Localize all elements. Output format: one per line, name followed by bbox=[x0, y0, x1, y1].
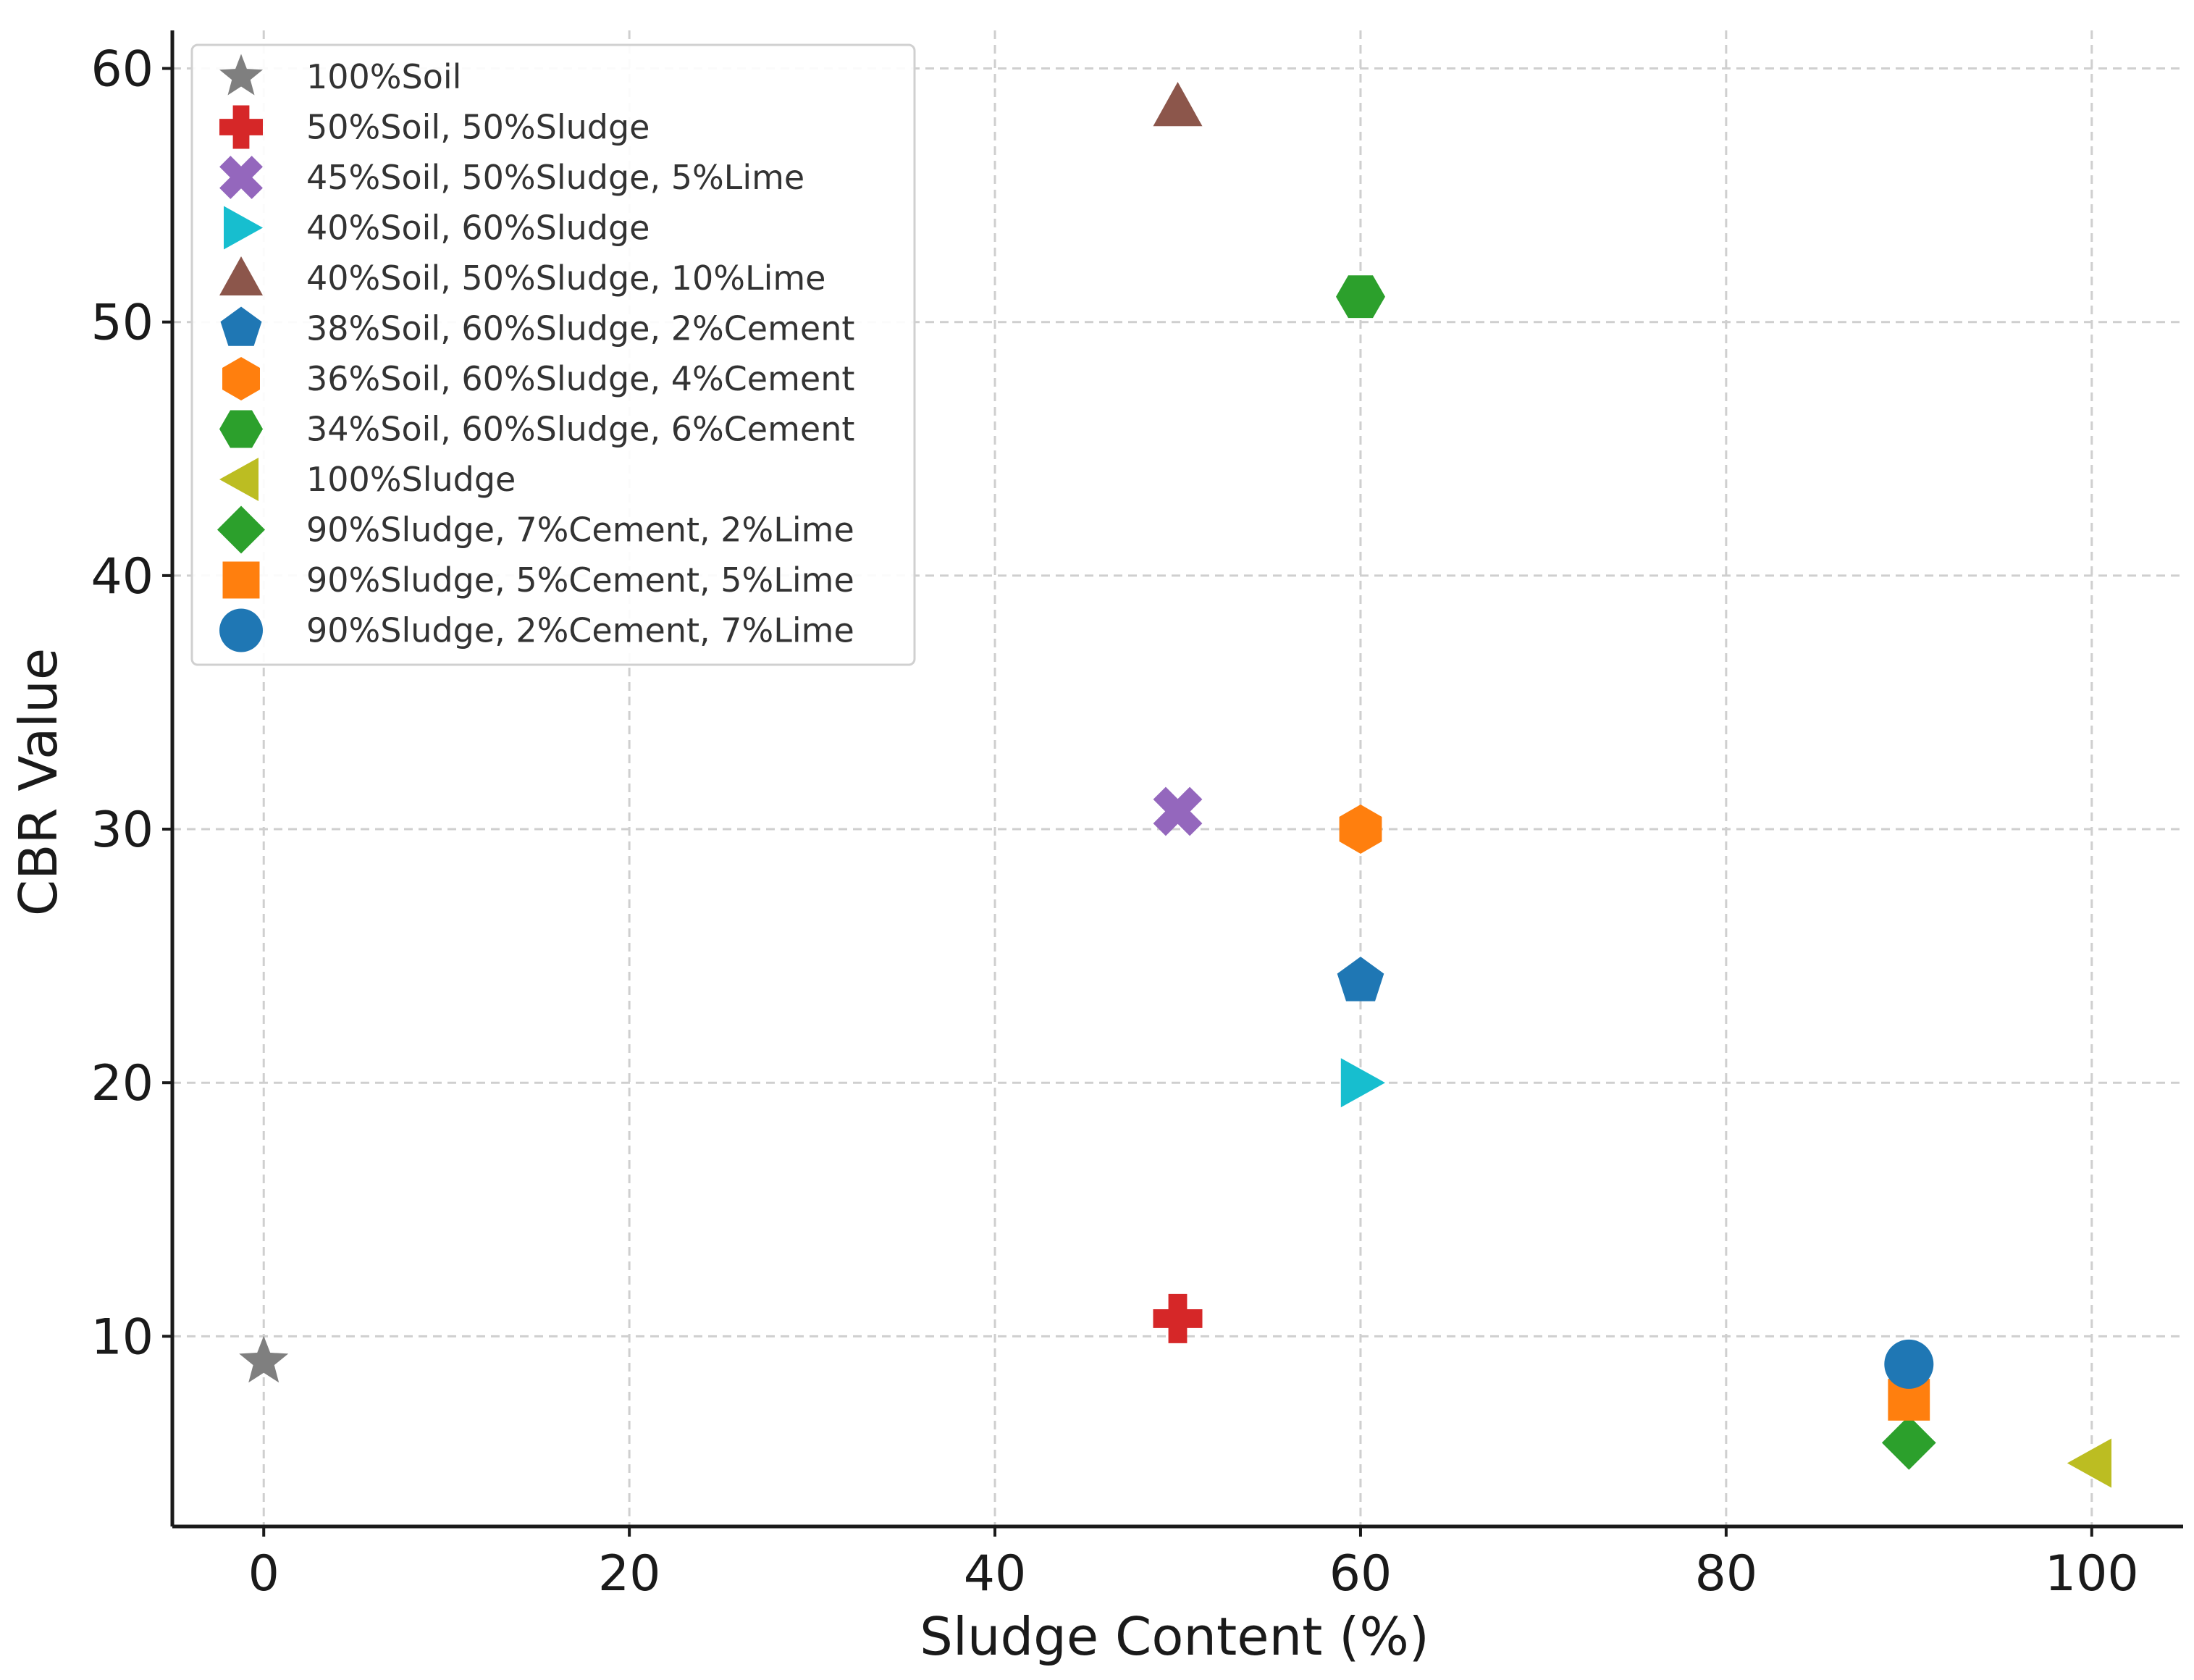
y-axis-label: CBR Value bbox=[8, 648, 69, 916]
legend: 100%Soil 50%Soil, 50%Sludge 45%Soil, 50%Sl… bbox=[190, 43, 916, 666]
point-45-soil-50-sludge-5-lime bbox=[1153, 786, 1203, 836]
legend-label: 38%Soil, 60%Sludge, 2%Cement bbox=[306, 309, 854, 348]
point-90-sludge-7-cement-2-lime bbox=[1881, 1416, 1936, 1470]
x-axis-label: Sludge Content (%) bbox=[920, 1606, 1429, 1667]
data-markers bbox=[239, 82, 2111, 1488]
legend-marker-36-soil-60-sludge-4-cement bbox=[222, 357, 260, 400]
x-tick-label: 100 bbox=[2045, 1545, 2139, 1603]
legend-label: 40%Soil, 50%Sludge, 10%Lime bbox=[306, 259, 825, 298]
point-100-sludge bbox=[2067, 1438, 2111, 1488]
point-90-sludge-2-cement-7-lime bbox=[1884, 1339, 1934, 1389]
legend-item: 90%Sludge, 2%Cement, 7%Lime bbox=[219, 608, 854, 652]
x-tick-label: 20 bbox=[598, 1545, 661, 1603]
legend-label: 36%Soil, 60%Sludge, 4%Cement bbox=[306, 359, 854, 398]
y-tick-label: 50 bbox=[91, 295, 154, 352]
legend-label: 50%Soil, 50%Sludge bbox=[306, 108, 650, 147]
y-tick-label: 60 bbox=[91, 41, 154, 98]
legend-item: 40%Soil, 60%Sludge bbox=[224, 206, 650, 250]
legend-label: 45%Soil, 50%Sludge, 5%Lime bbox=[306, 158, 804, 197]
legend-item: 45%Soil, 50%Sludge, 5%Lime bbox=[219, 156, 804, 199]
legend-item: 40%Soil, 50%Sludge, 10%Lime bbox=[219, 256, 825, 298]
legend-item: 50%Soil, 50%Sludge bbox=[219, 105, 650, 149]
legend-item: 90%Sludge, 7%Cement, 2%Lime bbox=[217, 505, 854, 554]
legend-marker-100-sludge bbox=[219, 458, 259, 501]
legend-marker-90-sludge-7-cement-2-lime bbox=[217, 505, 265, 554]
legend-marker-38-soil-60-sludge-2-cement bbox=[220, 306, 262, 346]
legend-item: 100%Soil bbox=[219, 54, 461, 96]
point-38-soil-60-sludge-2-cement bbox=[1337, 957, 1384, 1001]
legend-marker-40-soil-50-sludge-10-lime bbox=[219, 256, 263, 295]
legend-label: 40%Soil, 60%Sludge bbox=[306, 209, 650, 248]
legend-marker-90-sludge-2-cement-7-lime bbox=[219, 608, 263, 652]
legend-item: 34%Soil, 60%Sludge, 6%Cement bbox=[219, 410, 854, 449]
legend-frame bbox=[190, 43, 916, 666]
point-34-soil-60-sludge-6-cement bbox=[1336, 275, 1385, 319]
legend-marker-90-sludge-5-cement-5-lime bbox=[222, 561, 260, 599]
legend-marker-45-soil-50-sludge-5-lime bbox=[219, 156, 263, 199]
point-100-soil bbox=[239, 1335, 289, 1383]
legend-item: 100%Sludge bbox=[219, 458, 516, 501]
legend-marker-40-soil-60-sludge bbox=[224, 206, 263, 250]
axes-layer: 0 20 40 60 80 100 10 20 30 40 50 60 bbox=[91, 30, 2183, 1603]
x-tick-label: 80 bbox=[1695, 1545, 1758, 1603]
legend-marker-34-soil-60-sludge-6-cement bbox=[219, 410, 263, 448]
legend-marker-100-soil bbox=[219, 54, 263, 96]
legend-label: 90%Sludge, 2%Cement, 7%Lime bbox=[306, 611, 854, 650]
y-tick-label: 30 bbox=[91, 802, 154, 859]
legend-label: 100%Sludge bbox=[306, 460, 516, 499]
legend-label: 90%Sludge, 5%Cement, 5%Lime bbox=[306, 560, 854, 600]
legend-item: 38%Soil, 60%Sludge, 2%Cement bbox=[220, 306, 854, 348]
x-tick-label: 0 bbox=[248, 1545, 279, 1603]
point-40-soil-60-sludge bbox=[1340, 1058, 1385, 1108]
legend-label: 100%Soil bbox=[306, 57, 461, 96]
legend-marker-50-soil-50-sludge bbox=[219, 105, 263, 149]
y-tick-label: 10 bbox=[91, 1309, 154, 1366]
point-50-soil-50-sludge bbox=[1153, 1293, 1203, 1343]
legend-label: 34%Soil, 60%Sludge, 6%Cement bbox=[306, 410, 854, 449]
legend-label: 90%Sludge, 7%Cement, 2%Lime bbox=[306, 511, 854, 550]
legend-item: 90%Sludge, 5%Cement, 5%Lime bbox=[222, 560, 854, 600]
point-40-soil-50-sludge-10-lime bbox=[1153, 82, 1203, 127]
x-tick-label: 40 bbox=[964, 1545, 1027, 1603]
x-tick-label: 60 bbox=[1329, 1545, 1392, 1603]
legend-item: 36%Soil, 60%Sludge, 4%Cement bbox=[222, 357, 854, 400]
y-tick-label: 20 bbox=[91, 1055, 154, 1112]
y-tick-label: 40 bbox=[91, 548, 154, 605]
point-36-soil-60-sludge-4-cement bbox=[1339, 805, 1382, 854]
